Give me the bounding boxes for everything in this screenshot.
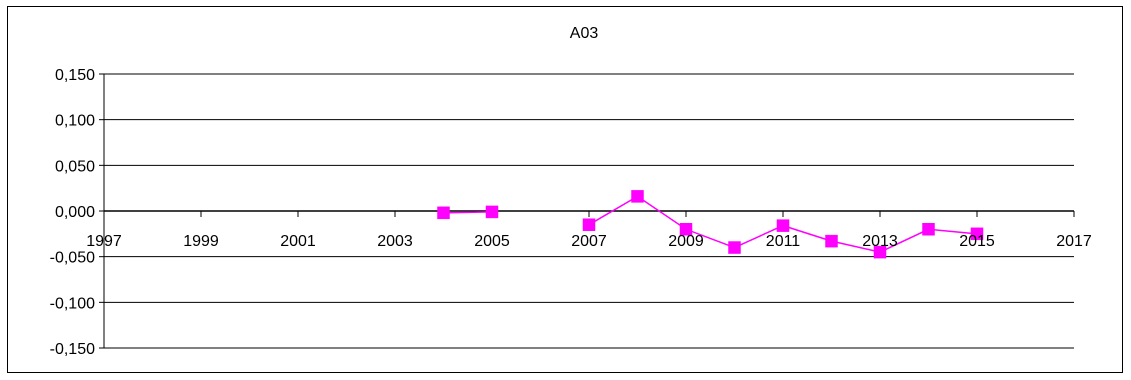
x-tick-label: 1997 <box>86 233 122 250</box>
chart-frame: A03 0,150 0,100 0,050 0,000 -0,050 -0,100 -0,1… <box>7 6 1123 373</box>
y-tick-label: -0,100 <box>50 295 95 312</box>
x-tick-label: 2009 <box>668 233 704 250</box>
x-tick-label: 2007 <box>571 233 607 250</box>
y-tick-label: 0,100 <box>55 113 95 130</box>
data-point-marker <box>873 245 887 259</box>
y-tick-label: 0,000 <box>55 204 95 221</box>
line-chart: A03 0,150 0,100 0,050 0,000 -0,050 -0,100 -0,1… <box>50 25 1092 358</box>
data-point-marker <box>679 223 693 236</box>
x-tick-label: 2013 <box>862 233 898 250</box>
data-point-marker <box>631 190 644 203</box>
series-line <box>443 211 493 214</box>
y-tick-label: 0,050 <box>55 158 95 175</box>
x-tick-label: 2015 <box>959 233 995 250</box>
x-tick-label: 2005 <box>474 233 510 250</box>
data-series <box>437 190 984 259</box>
data-point-marker <box>437 206 450 220</box>
x-tick-label: 2003 <box>377 233 413 250</box>
data-point-marker <box>922 223 935 236</box>
y-tick-label: -0,050 <box>50 250 95 267</box>
x-tick-label: 2011 <box>766 233 801 250</box>
data-point-marker <box>485 205 499 219</box>
data-point-marker <box>825 234 838 248</box>
y-tick-label: 0,150 <box>55 67 95 84</box>
data-point-marker <box>776 219 790 232</box>
data-point-marker <box>970 227 984 241</box>
x-tick-label: 2017 <box>1056 233 1092 250</box>
y-tick-label: -0,150 <box>50 341 95 358</box>
x-tick-label: 2001 <box>280 233 316 250</box>
tick-labels: 0,150 0,100 0,050 0,000 -0,050 -0,100 -0,150 19… <box>50 67 1092 358</box>
grid-lines <box>104 73 1074 349</box>
data-point-marker <box>582 218 596 231</box>
axes <box>99 73 1075 349</box>
data-point-marker <box>728 241 741 254</box>
chart-title: A03 <box>570 25 599 42</box>
x-tick-label: 1999 <box>183 233 219 250</box>
